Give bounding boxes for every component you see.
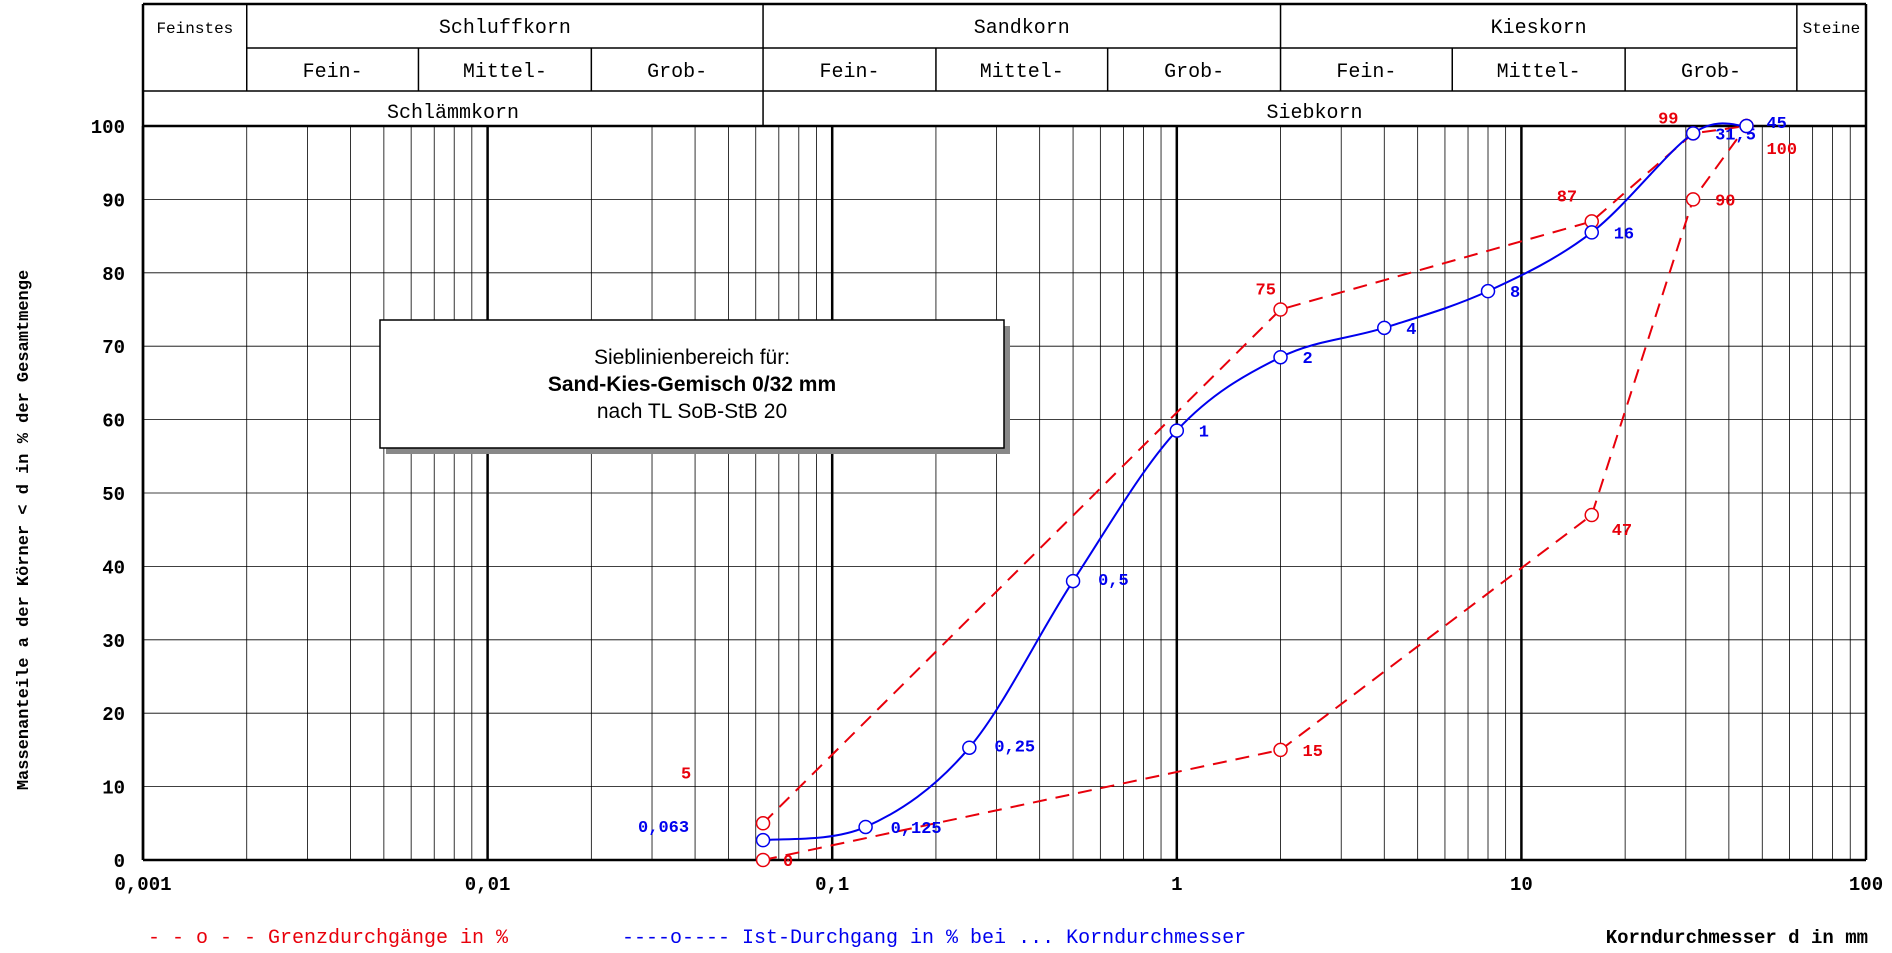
data-point: [1685, 126, 1701, 141]
data-point: [858, 819, 873, 835]
info-box-line-1: Sieblinienbereich für:: [594, 346, 790, 369]
y-tick-label: 80: [102, 264, 125, 286]
y-tick-label: 90: [102, 190, 125, 212]
y-tick-label: 30: [102, 631, 125, 653]
data-label: 0,25: [994, 739, 1035, 758]
x-tick-label: 1: [1171, 874, 1182, 896]
x-tick-label: 0,01: [465, 874, 511, 896]
header-cell-label: Grob-: [647, 61, 707, 84]
data-point: [1480, 283, 1496, 299]
data-point: [1065, 573, 1081, 589]
y-axis-label: Massenanteile a der Körner < d in % der …: [15, 270, 34, 790]
series-line: [762, 125, 1747, 825]
header-cell-label: Schlämmkorn: [387, 102, 519, 125]
data-label: 45: [1766, 115, 1786, 134]
header-cell-label: Grob-: [1681, 61, 1741, 84]
series-line: [762, 125, 1748, 861]
upper-limit-series: 5 75 87 99 100: [681, 110, 1797, 831]
y-tick-label: 70: [102, 337, 125, 359]
header-cell-label: Sandkorn: [974, 17, 1070, 40]
data-point: [755, 852, 771, 868]
header-cell-label: Mittel-: [980, 61, 1064, 84]
data-label: 99: [1658, 110, 1678, 129]
x-tick-label: 10: [1510, 874, 1533, 896]
data-label: 0,125: [891, 820, 942, 839]
data-label: 4: [1406, 321, 1416, 340]
header-cell-label: Siebkorn: [1267, 102, 1363, 125]
data-label: 16: [1614, 225, 1634, 244]
data-point: [962, 740, 977, 755]
header-cell-label: Steine: [1803, 20, 1861, 38]
data-label: 1: [1199, 424, 1209, 443]
data-point: [755, 832, 771, 848]
x-tick-label: 0,001: [114, 874, 171, 896]
legend: - - o - - Grenzdurchgänge in % ----o----…: [148, 927, 1868, 950]
info-box-frame: [379, 319, 1005, 449]
data-label: 75: [1256, 282, 1276, 301]
x-axis-label: Korndurchmesser d in mm: [1606, 927, 1868, 949]
data-label: 2: [1303, 350, 1313, 369]
data-label: 8: [1510, 284, 1520, 303]
data-label: 0,5: [1098, 572, 1129, 591]
header-cell-label: Mittel-: [1497, 61, 1581, 84]
y-tick-label: 100: [91, 117, 125, 139]
y-tick-label: 0: [114, 851, 125, 873]
data-series: 5 75 87 99 100 0 15 47 90 0,063 0,125 0,25 0,5 1 2 4 8 16…: [638, 110, 1797, 872]
y-tick-label: 60: [102, 411, 125, 433]
data-point: [1685, 192, 1701, 207]
info-box: Sieblinienbereich für: Sand-Kies-Gemisch…: [379, 319, 1010, 454]
header-cell-label: Grob-: [1164, 61, 1224, 84]
data-label: 0: [783, 853, 793, 872]
data-point: [755, 816, 771, 831]
y-tick-label: 50: [102, 484, 125, 506]
header-cell-label: Schluffkorn: [439, 17, 571, 40]
lower-limit-series: 0 15 47 90: [755, 118, 1754, 872]
grain-size-header: Feinstes Schluffkorn Sandkorn Kieskorn Stein…: [141, 2, 1868, 126]
header-cell-label: Mittel-: [463, 61, 547, 84]
data-point: [1169, 423, 1185, 438]
data-point: [1739, 118, 1754, 134]
legend-limits: - - o - - Grenzdurchgänge in %: [148, 927, 509, 950]
header-cell-label: Fein-: [1336, 61, 1396, 84]
data-point: [1584, 225, 1599, 240]
legend-actual: ----o---- Ist-Durchgang in % bei ... Kor…: [622, 927, 1246, 950]
info-box-line-2: Sand-Kies-Gemisch 0/32 mm: [548, 373, 836, 396]
header-cell-label: Fein-: [819, 61, 879, 84]
series-line: [762, 122, 1747, 842]
data-label: 0,063: [638, 819, 689, 838]
data-point: [1377, 320, 1392, 336]
data-label: 15: [1303, 743, 1323, 762]
grid-lines: [141, 125, 1866, 861]
data-point: [1273, 302, 1288, 317]
header-cell-label: Kieskorn: [1491, 17, 1587, 40]
x-tick-label: 100: [1849, 874, 1883, 896]
data-label: 90: [1715, 192, 1735, 211]
header-cell-label: Fein-: [303, 61, 363, 84]
info-box-line-3: nach TL SoB-StB 20: [597, 400, 787, 423]
x-tick-label: 0,1: [815, 874, 849, 896]
y-tick-label: 40: [102, 557, 125, 579]
data-label: 5: [681, 765, 691, 784]
header-cell-label: Feinstes: [156, 20, 233, 38]
data-label: 100: [1766, 141, 1797, 160]
data-point: [1584, 507, 1599, 523]
data-point: [1273, 742, 1288, 758]
y-tick-label: 20: [102, 704, 125, 726]
data-label: 47: [1612, 522, 1632, 541]
y-tick-label: 10: [102, 778, 125, 800]
data-point: [1273, 349, 1288, 365]
data-label: 87: [1557, 188, 1577, 207]
